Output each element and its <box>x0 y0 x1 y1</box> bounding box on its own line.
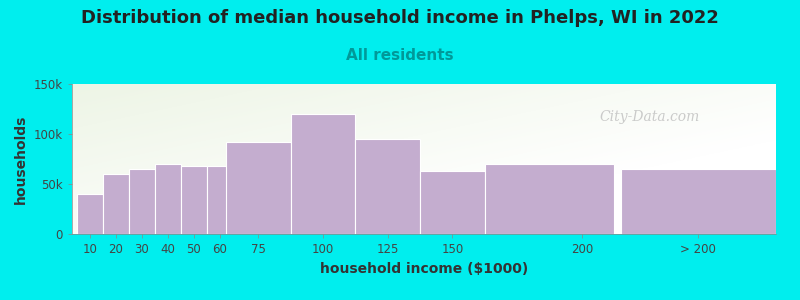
Text: City-Data.com: City-Data.com <box>599 110 699 124</box>
Bar <box>129 169 155 234</box>
Text: All residents: All residents <box>346 48 454 63</box>
X-axis label: household income ($1000): household income ($1000) <box>320 262 528 276</box>
Bar <box>621 169 776 234</box>
Bar <box>485 164 614 234</box>
Y-axis label: households: households <box>14 114 28 204</box>
Text: Distribution of median household income in Phelps, WI in 2022: Distribution of median household income … <box>81 9 719 27</box>
Bar <box>206 166 233 234</box>
Bar <box>77 194 103 234</box>
Bar <box>181 166 206 234</box>
Bar <box>290 114 355 234</box>
Bar <box>355 139 420 234</box>
Bar <box>226 142 290 234</box>
Bar <box>103 174 129 234</box>
Bar <box>420 171 485 234</box>
Bar <box>155 164 181 234</box>
